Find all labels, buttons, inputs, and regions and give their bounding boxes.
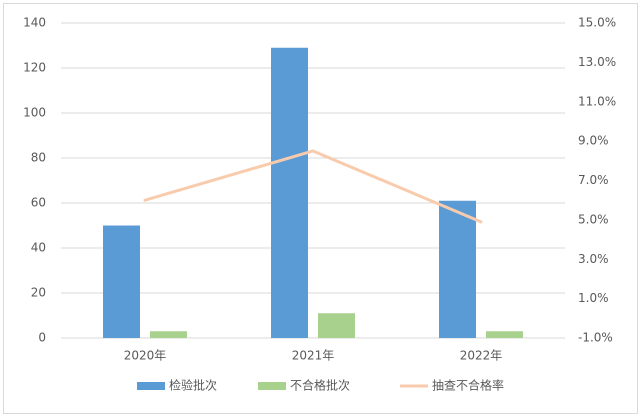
y2-tick-label: 5.0%: [578, 212, 609, 226]
y2-tick-label: 1.0%: [578, 291, 609, 305]
y2-tick-label: 11.0%: [578, 94, 616, 108]
y-tick-label: 60: [31, 196, 46, 210]
x-tick-label: 2021年: [292, 349, 335, 363]
bar: [271, 47, 308, 338]
y-tick-label: 100: [23, 106, 46, 120]
bar: [103, 225, 140, 338]
x-tick-label: 2020年: [124, 349, 167, 363]
y2-tick-label: 7.0%: [578, 173, 609, 187]
legend-label: 检验批次: [169, 378, 217, 393]
bar: [150, 331, 187, 338]
y-tick-label: 140: [23, 16, 46, 30]
legend-label: 抽查不合格率: [432, 378, 504, 393]
y2-tick-label: 13.0%: [578, 55, 616, 69]
y2-tick-label: 3.0%: [578, 252, 609, 266]
line: [143, 149, 483, 224]
y-tick-label: 20: [31, 286, 46, 300]
legend-label: 不合格批次: [290, 378, 350, 393]
chart-border: [3, 3, 638, 414]
x-tick-label: 2022年: [460, 349, 503, 363]
y-tick-label: 0: [38, 331, 46, 345]
bar: [318, 313, 355, 338]
y2-tick-label: -1.0%: [578, 331, 613, 345]
bar: [439, 200, 476, 338]
y-tick-label: 80: [31, 151, 46, 165]
y-tick-label: 120: [23, 61, 46, 75]
legend-swatch: [258, 382, 286, 390]
y2-tick-label: 9.0%: [578, 134, 609, 148]
y-tick-label: 40: [31, 241, 46, 255]
y2-tick-label: 15.0%: [578, 16, 616, 30]
bar: [486, 331, 523, 338]
legend-swatch: [137, 382, 165, 390]
